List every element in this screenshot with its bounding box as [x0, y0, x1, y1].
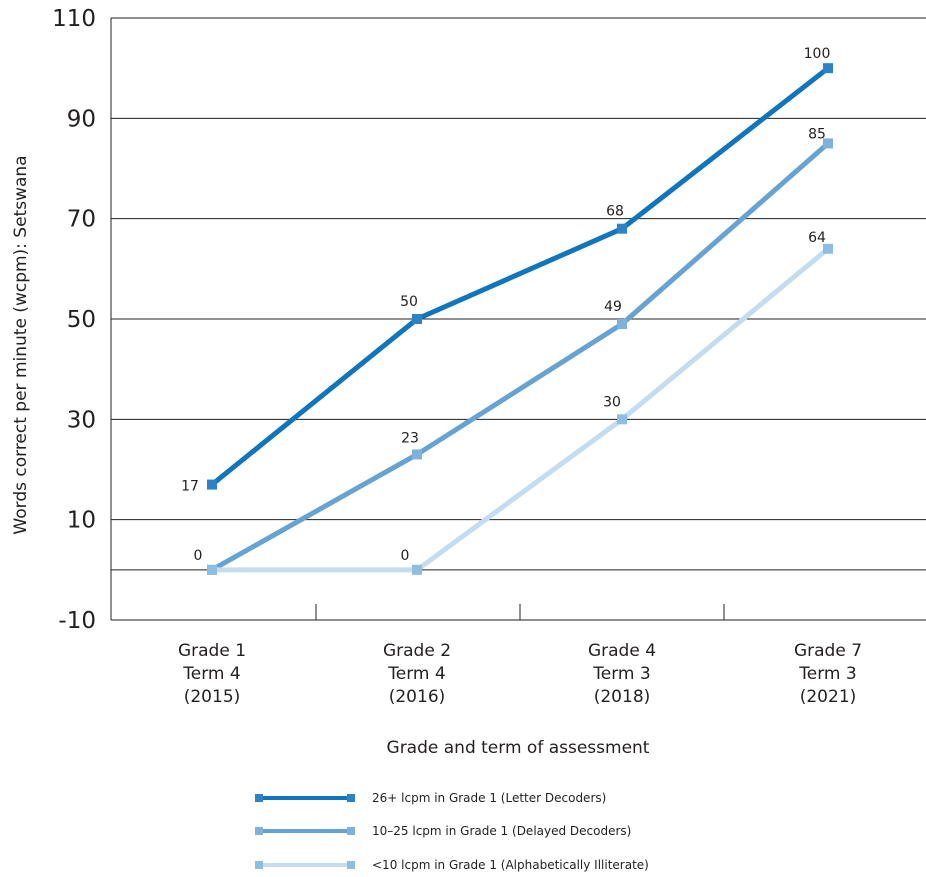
data-label: 100	[804, 46, 831, 62]
legend-marker	[255, 794, 263, 802]
data-label: 0	[401, 548, 410, 564]
x-category-line: (2015)	[184, 687, 241, 707]
x-category-line: Term 3	[592, 664, 650, 684]
x-category-line: (2018)	[594, 687, 651, 707]
data-label: 68	[606, 204, 624, 220]
series-lines	[207, 63, 833, 575]
data-label: 64	[808, 230, 826, 246]
gridlines	[111, 17, 926, 571]
data-point	[207, 564, 217, 575]
x-category-line: (2016)	[389, 687, 446, 707]
x-axis-title: Grade and term of assessment	[387, 738, 650, 758]
x-category-line: Grade 1	[178, 641, 246, 661]
y-tick-label: 30	[67, 407, 96, 433]
legend-label: 26+ lcpm in Grade 1 (Letter Decoders)	[372, 791, 606, 805]
legend-marker	[255, 827, 263, 835]
data-point	[412, 564, 422, 575]
data-label: 23	[401, 430, 419, 446]
data-label: 30	[603, 394, 621, 410]
x-category-line: Grade 7	[794, 641, 862, 661]
x-category-line: Term 4	[182, 664, 240, 684]
x-category-line: Grade 4	[588, 641, 656, 661]
y-tick-label: -10	[58, 608, 96, 634]
data-point	[412, 314, 422, 324]
data-point	[823, 63, 833, 74]
y-axis-title: Words correct per minute (wcpm): Setswan…	[11, 155, 31, 534]
data-point	[207, 479, 217, 490]
x-category-line: (2021)	[800, 687, 857, 707]
x-category-label: Grade 2 Term 4 (2016)	[383, 641, 451, 707]
x-category-line: Term 3	[798, 664, 856, 684]
series-line	[210, 66, 830, 487]
series-line	[212, 246, 830, 573]
data-point	[617, 223, 627, 234]
data-label: 0	[194, 548, 203, 564]
legend-marker	[347, 794, 355, 802]
y-tick-label: 110	[52, 6, 96, 32]
data-label: 49	[604, 299, 622, 315]
data-point	[823, 243, 833, 254]
x-category-label: Grade 7 Term 3 (2021)	[794, 641, 862, 707]
y-tick-label: 50	[67, 307, 96, 333]
x-category-line: Term 4	[387, 664, 445, 684]
x-category-line: Grade 2	[383, 641, 451, 661]
legend-marker	[255, 861, 263, 869]
data-labels: 17 50 68 100 0 23 49 85 0 30 64	[181, 46, 830, 564]
data-point	[617, 319, 627, 330]
series-line	[210, 141, 830, 573]
data-point	[412, 449, 422, 460]
legend-label: 10–25 lcpm in Grade 1 (Delayed Decoders)	[372, 824, 631, 838]
x-category-label: Grade 1 Term 4 (2015)	[178, 641, 246, 707]
legend: 26+ lcpm in Grade 1 (Letter Decoders) 10–…	[255, 791, 649, 872]
x-category-label: Grade 4 Term 3 (2018)	[588, 641, 656, 707]
data-label: 85	[808, 126, 826, 142]
data-label: 17	[181, 479, 199, 495]
legend-marker	[347, 827, 355, 835]
y-tick-label: 10	[67, 508, 96, 534]
y-tick-label: 90	[67, 106, 96, 132]
data-point	[823, 138, 833, 149]
y-tick-label: 70	[67, 207, 96, 233]
data-label: 50	[400, 294, 418, 310]
data-point	[617, 414, 627, 425]
legend-label: <10 lcpm in Grade 1 (Alphabetically Illi…	[372, 858, 649, 872]
legend-marker	[347, 861, 355, 869]
